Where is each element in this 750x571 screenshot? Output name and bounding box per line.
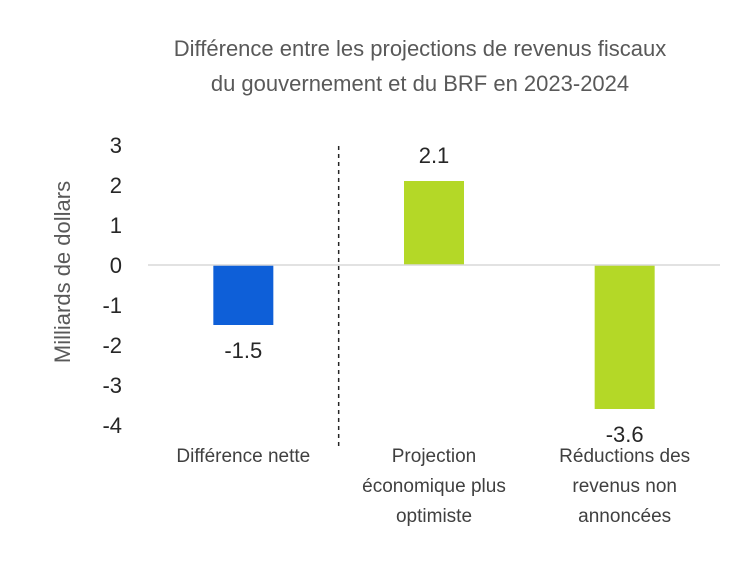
y-tick-label: 2 — [110, 173, 122, 198]
data-label: -1.5 — [224, 338, 262, 363]
category-label: revenus non — [572, 476, 677, 497]
chart-title-line-1: Différence entre les projections de reve… — [174, 36, 666, 61]
bar — [404, 181, 464, 265]
y-tick-label: -2 — [102, 333, 122, 358]
chart-title: Différence entre les projections de reve… — [174, 36, 666, 96]
y-tick-label: -4 — [102, 413, 122, 438]
category-label: optimiste — [396, 506, 472, 527]
y-tick-label: 1 — [110, 213, 122, 238]
category-label: Réductions des — [559, 446, 690, 467]
category-label: annoncées — [578, 506, 671, 527]
category-labels: Différence nette Projection économique plu… — [176, 446, 690, 527]
y-axis-ticks: 3 2 1 0 -1 -2 -3 -4 — [102, 133, 122, 438]
bar — [594, 265, 655, 409]
data-label: 2.1 — [419, 143, 450, 168]
bar — [213, 265, 274, 325]
y-tick-label: -1 — [102, 293, 122, 318]
y-tick-label: 3 — [110, 133, 122, 158]
bars — [213, 181, 655, 409]
y-axis-label: Milliards de dollars — [50, 181, 75, 363]
category-label: Différence nette — [176, 446, 310, 467]
chart-title-line-2: du gouvernement et du BRF en 2023-2024 — [211, 71, 629, 96]
y-tick-label: -3 — [102, 373, 122, 398]
data-label: -3.6 — [606, 422, 644, 447]
y-tick-label: 0 — [110, 253, 122, 278]
category-label: Projection — [392, 446, 477, 467]
category-label: économique plus — [362, 476, 506, 497]
data-labels: -1.5 2.1 -3.6 — [224, 143, 643, 447]
